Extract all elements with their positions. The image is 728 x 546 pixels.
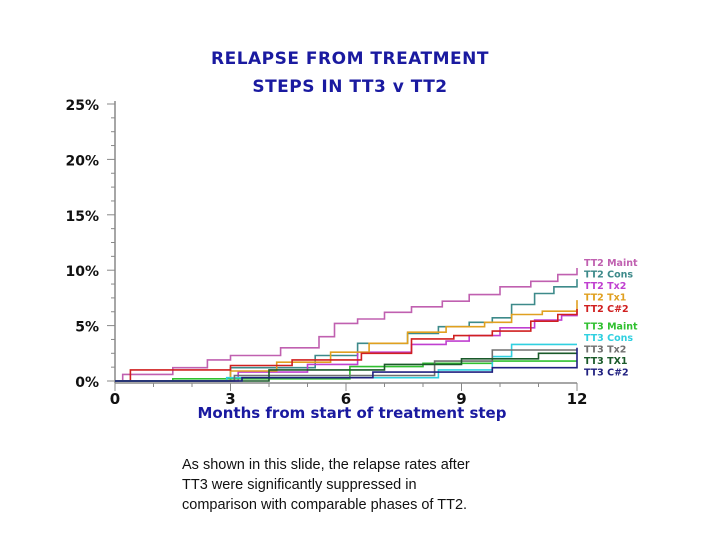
series-lines xyxy=(115,268,578,382)
y-tick-marks xyxy=(107,103,115,382)
x-tick-label: 3 xyxy=(225,390,235,408)
x-tick-label: 12 xyxy=(567,390,588,408)
chart-title-line-2: STEPS IN TT3 v TT2 xyxy=(252,77,448,97)
legend-entry: TT3 C#2 xyxy=(584,368,629,379)
legend-entry: TT2 Maint xyxy=(584,258,638,269)
caption-line-2: TT3 were significantly suppressed in xyxy=(182,477,417,493)
x-tick-label: 6 xyxy=(341,390,351,408)
chart-title-line-1: RELAPSE FROM TREATMENT xyxy=(210,49,489,69)
series-tt2-c-2 xyxy=(115,309,578,382)
legend-entry: TT2 Cons xyxy=(584,270,633,281)
y-tick-label: 25% xyxy=(65,98,99,114)
y-tick-label: 5% xyxy=(75,320,99,336)
x-axis-label: Months from start of treatment step xyxy=(198,404,507,422)
series-tt3-tx2 xyxy=(115,349,577,382)
y-tick-label: 15% xyxy=(65,209,99,225)
legend-entry: TT3 TX1 xyxy=(584,356,628,367)
x-tick-label: 9 xyxy=(456,390,466,408)
legend-entry: TT3 Cons xyxy=(584,333,633,344)
caption-line-3: comparison with comparable phases of TT2… xyxy=(182,497,468,513)
legend-entry: TT3 Maint xyxy=(584,322,638,333)
x-tick-label: 0 xyxy=(110,390,120,408)
x-tick-marks xyxy=(114,383,578,391)
legend-entry: TT2 Tx2 xyxy=(584,281,626,292)
caption-line-1: As shown in this slide, the relapse rate… xyxy=(182,457,470,473)
caption: As shown in this slide, the relapse rate… xyxy=(182,455,522,515)
series-tt2-tx1 xyxy=(115,300,578,382)
y-tick-label: 0% xyxy=(75,375,99,391)
y-tick-labels: 0% 5% 10% 15% 20% 25% xyxy=(65,98,99,391)
legend-entry: TT2 C#2 xyxy=(584,304,629,315)
legend-entry: TT2 Tx1 xyxy=(584,293,626,304)
x-tick-labels: 0 3 6 9 12 xyxy=(110,390,588,408)
series-tt3-tx1 xyxy=(115,352,577,382)
y-tick-label: 10% xyxy=(65,264,99,280)
legend-entry: TT3 Tx2 xyxy=(584,345,626,356)
y-tick-label: 20% xyxy=(65,153,99,169)
series-tt2-maint xyxy=(115,268,578,382)
series-tt3-c-2 xyxy=(115,347,578,382)
series-tt2-cons xyxy=(115,279,578,382)
